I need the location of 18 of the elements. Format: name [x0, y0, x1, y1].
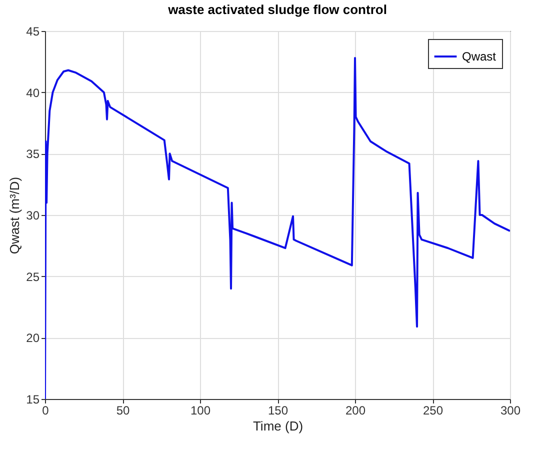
y-axis-title: Qwast (m³/D)	[7, 176, 22, 254]
y-tick-label: 20	[26, 331, 40, 346]
x-tick-label: 50	[116, 404, 130, 418]
y-tick-label: 30	[26, 208, 40, 222]
x-tick-label: 300	[500, 404, 521, 418]
x-tick-label: 150	[268, 404, 288, 418]
y-tick-label: 45	[26, 24, 40, 38]
y-tick-label: 35	[26, 147, 40, 162]
y-tick-label: 40	[26, 86, 40, 100]
x-tick-label: 100	[190, 404, 211, 418]
chart-title: waste activated sludge flow control	[167, 2, 387, 17]
x-tick-label: 0	[42, 404, 50, 418]
y-tick-label: 25	[26, 270, 40, 284]
x-tick-label: 200	[345, 404, 366, 418]
y-tick-label: 15	[26, 392, 40, 406]
x-axis-title: Time (D)	[252, 418, 304, 434]
x-tick-label: 250	[422, 404, 444, 418]
legend-label: Qwast	[462, 50, 497, 64]
